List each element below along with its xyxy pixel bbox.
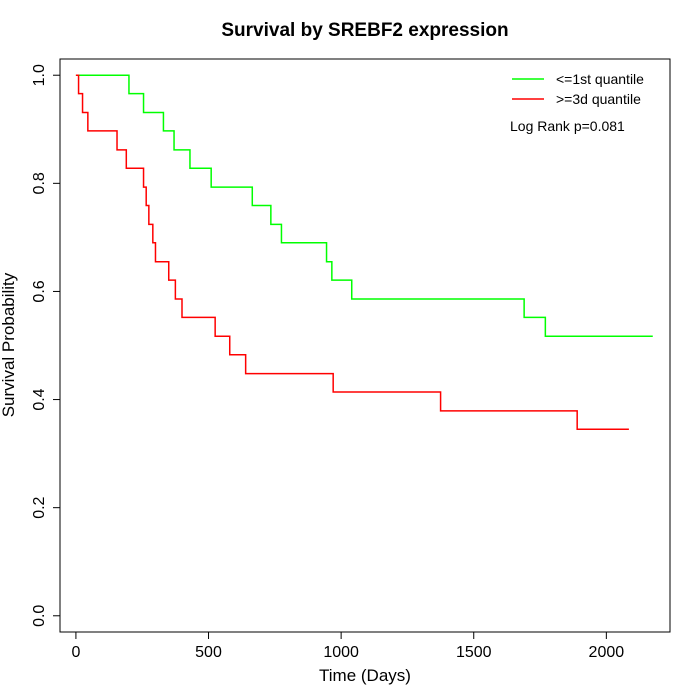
y-axis: 0.0 0.2 0.4 0.6 0.8 1.0 [31,64,61,627]
plot-frame [59,58,671,633]
chart-title: Survival by SREBF2 expression [221,20,508,41]
x-tick-label: 1500 [456,644,492,661]
x-tick-label: 2000 [589,644,625,661]
series-layer [75,74,653,431]
y-tick-label: 1.0 [31,64,48,86]
y-tick-label: 0.2 [31,496,48,518]
legend-label-1: <=1st quantile [556,71,644,87]
legend: <=1st quantile >=3d quantile [512,71,644,107]
x-tick-label: 500 [195,644,222,661]
y-axis-label: Survival Probability [0,272,18,417]
series-line-1 [75,74,653,338]
y-tick-label: 0.6 [31,280,48,302]
series-line-2 [75,74,629,431]
x-tick-label: 0 [71,644,80,661]
y-tick-label: 0.8 [31,172,48,194]
x-axis-label: Time (Days) [319,666,411,685]
y-tick-label: 0.0 [31,605,48,627]
x-tick-label: 1000 [323,644,359,661]
x-axis: 0 500 1000 1500 2000 [71,631,625,661]
y-tick-label: 0.4 [31,388,48,410]
log-rank-annotation: Log Rank p=0.081 [510,118,625,134]
legend-label-2: >=3d quantile [556,91,641,107]
